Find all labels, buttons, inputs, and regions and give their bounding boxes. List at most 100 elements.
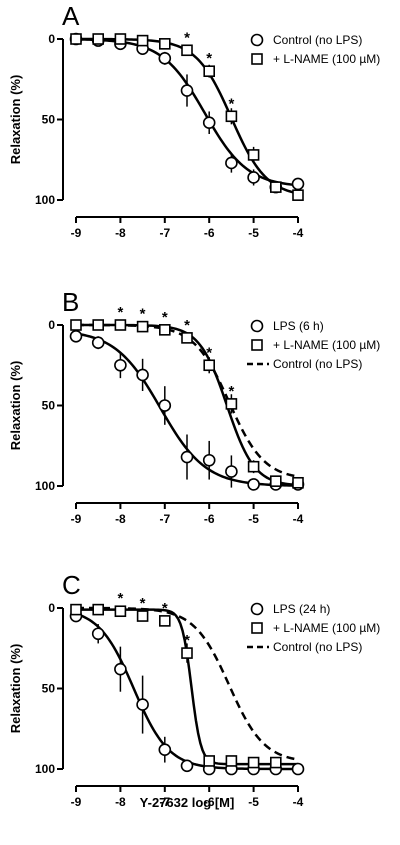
x-tick-label: -6 [204, 512, 215, 526]
data-point-square [247, 756, 260, 769]
y-tick-label: 50 [42, 399, 56, 413]
data-point-square [70, 319, 82, 331]
data-point-circle [202, 116, 216, 130]
data-point-circle [247, 171, 260, 184]
fit-curve-circle [75, 38, 299, 187]
x-tick-label: -9 [71, 226, 82, 240]
significance-asterisk: * [184, 317, 190, 334]
data-point-square [181, 332, 193, 344]
data-point-circle [202, 453, 216, 467]
significance-asterisk: * [206, 50, 212, 67]
fit-curve-control [75, 606, 299, 761]
legend-label: LPS (24 h) [273, 602, 330, 616]
data-point-square [70, 33, 82, 45]
x-tick-label: -9 [71, 795, 82, 809]
data-point-square [92, 33, 104, 45]
data-point-square [247, 149, 260, 161]
data-point-circle [114, 662, 127, 676]
data-point-circle [114, 358, 127, 372]
x-tick-label: -5 [248, 226, 259, 240]
significance-asterisk: * [184, 632, 190, 649]
fit-curve-square [75, 37, 299, 195]
data-point-circle [291, 762, 305, 776]
x-tick-label: -7 [159, 795, 170, 809]
legend-marker-square [251, 339, 263, 351]
data-point-circle [158, 743, 172, 756]
panel-c: C -9 -8 -7 -6 -5 -4 0 50 100 Relaxation (%) Y-27632… [8, 570, 380, 810]
data-point-square [225, 755, 238, 767]
legend-label: LPS (6 h) [273, 319, 324, 333]
x-tick-label: -7 [159, 226, 170, 240]
data-point-square [269, 756, 282, 769]
data-point-square [92, 603, 104, 616]
data-point-square [225, 110, 238, 123]
data-point-square [269, 475, 282, 487]
significance-asterisk: * [117, 304, 123, 321]
data-point-circle [247, 478, 260, 491]
x-axis-label: Y-27632 log [M] [140, 795, 235, 810]
significance-asterisk: * [228, 95, 234, 112]
legend-label: Control (no LPS) [273, 33, 362, 47]
y-tick-label: 0 [48, 32, 55, 46]
legend-marker-circle [250, 602, 264, 616]
data-point-circle [136, 368, 149, 382]
data-point-square [181, 647, 193, 659]
data-point-square [225, 398, 238, 410]
y-axis-label: Relaxation (%) [8, 644, 23, 734]
significance-asterisk: * [162, 309, 168, 326]
data-point-circle [225, 156, 238, 170]
panel-label: A [62, 1, 80, 31]
panel-b: B -9 -8 -7 -6 -5 -4 0 50 100 Relaxation (%) * * * * * * L… [8, 287, 380, 526]
data-point-square [92, 319, 104, 331]
data-point-square [114, 605, 127, 618]
x-tick-label: -8 [115, 226, 126, 240]
data-point-circle [225, 465, 238, 478]
x-tick-label: -4 [293, 512, 304, 526]
x-tick-label: -5 [248, 795, 259, 809]
legend-item: LPS (6 h) [250, 319, 324, 333]
data-point-square [203, 755, 215, 767]
data-point-circle [180, 84, 194, 97]
data-point-circle [69, 329, 83, 343]
data-point-square [269, 181, 282, 193]
data-point-square [70, 603, 82, 616]
data-point-circle [136, 698, 149, 711]
y-tick-label: 50 [42, 113, 56, 127]
x-tick-label: -9 [71, 512, 82, 526]
data-point-circle [158, 399, 172, 412]
significance-asterisk: * [184, 29, 190, 46]
data-point-square [203, 359, 215, 372]
legend-marker-circle [250, 319, 264, 333]
legend-label: Control (no LPS) [273, 357, 362, 371]
significance-asterisk: * [162, 600, 168, 617]
data-point-square [159, 615, 171, 627]
y-tick-label: 0 [48, 601, 55, 615]
data-point-square [181, 44, 193, 57]
significance-asterisk: * [117, 590, 123, 607]
legend-marker-circle [250, 33, 264, 47]
legend-item: + L-NAME (100 µM) [251, 621, 380, 635]
x-tick-label: -8 [115, 512, 126, 526]
x-tick-label: -5 [248, 512, 259, 526]
legend-item: Control (no LPS) [250, 33, 362, 47]
y-tick-label: 50 [42, 682, 56, 696]
legend-label: Control (no LPS) [273, 640, 362, 654]
panel-label: B [62, 287, 79, 317]
data-point-circle [291, 177, 305, 191]
data-point-square [114, 33, 127, 45]
significance-asterisk: * [140, 595, 146, 612]
data-point-square [292, 189, 304, 201]
x-tick-label: -4 [293, 226, 304, 240]
data-point-square [292, 476, 304, 489]
data-point-square [136, 34, 149, 47]
data-point-square [114, 319, 127, 331]
legend-marker-square [251, 622, 263, 634]
significance-asterisk: * [206, 344, 212, 361]
data-point-circle [180, 759, 194, 773]
legend-item: Control (no LPS) [247, 640, 362, 654]
data-point-circle [180, 450, 194, 464]
significance-asterisk: * [228, 383, 234, 400]
data-point-square [159, 324, 171, 336]
data-point-circle [91, 627, 105, 641]
